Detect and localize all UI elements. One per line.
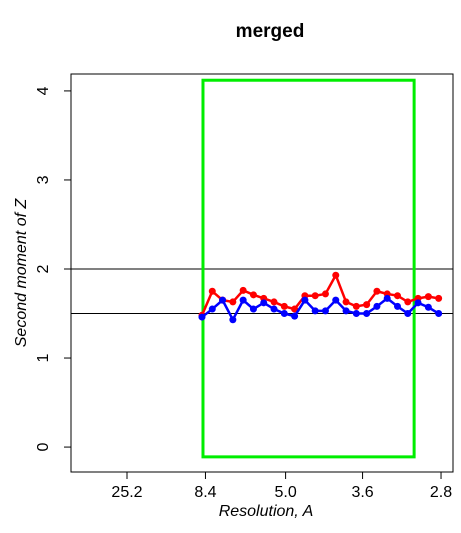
y-tick-label: 1 bbox=[35, 353, 52, 362]
point bbox=[393, 292, 401, 300]
point bbox=[280, 310, 288, 318]
point bbox=[332, 271, 340, 279]
point bbox=[239, 296, 247, 304]
y-tick-label: 4 bbox=[35, 86, 52, 95]
x-tick-label: 8.4 bbox=[194, 484, 216, 501]
point bbox=[342, 298, 350, 306]
point bbox=[373, 302, 381, 310]
point bbox=[249, 291, 257, 299]
chart-title: merged bbox=[236, 21, 305, 42]
series-line bbox=[201, 296, 440, 323]
point bbox=[311, 292, 319, 300]
point bbox=[424, 293, 432, 301]
y-tick-label: 0 bbox=[35, 443, 52, 452]
point bbox=[352, 310, 360, 318]
point bbox=[352, 302, 360, 310]
point bbox=[270, 298, 278, 306]
point bbox=[270, 305, 278, 313]
point bbox=[208, 305, 216, 313]
point bbox=[435, 294, 443, 302]
region-box bbox=[201, 78, 416, 459]
y-tick-label: 3 bbox=[35, 175, 52, 184]
point bbox=[260, 299, 268, 307]
point bbox=[424, 303, 432, 311]
point bbox=[239, 286, 247, 294]
point bbox=[404, 310, 412, 318]
x-tick-label: 25.2 bbox=[111, 484, 142, 501]
point bbox=[363, 301, 371, 309]
point bbox=[198, 313, 206, 321]
x-tick-label: 2.8 bbox=[430, 484, 452, 501]
point bbox=[301, 296, 309, 304]
point bbox=[280, 302, 288, 310]
point bbox=[342, 307, 350, 315]
x-axis-label: Resolution, A bbox=[219, 503, 314, 520]
y-tick-label: 2 bbox=[35, 264, 52, 273]
point bbox=[311, 307, 319, 315]
point bbox=[393, 302, 401, 310]
point bbox=[291, 312, 299, 320]
point bbox=[229, 316, 237, 324]
point bbox=[404, 298, 412, 306]
point bbox=[373, 287, 381, 295]
x-tick-label: 3.6 bbox=[351, 484, 373, 501]
point bbox=[321, 307, 329, 315]
point bbox=[219, 296, 227, 304]
point bbox=[249, 305, 257, 313]
point bbox=[414, 299, 422, 307]
point bbox=[208, 287, 216, 295]
plot-frame bbox=[70, 73, 454, 473]
point bbox=[383, 294, 391, 302]
point bbox=[435, 310, 443, 318]
point bbox=[321, 290, 329, 298]
point bbox=[332, 296, 340, 304]
point bbox=[229, 298, 237, 306]
point bbox=[363, 310, 371, 318]
point bbox=[291, 305, 299, 313]
x-tick-label: 5.0 bbox=[274, 484, 296, 501]
y-axis-label: Second moment of Z bbox=[13, 198, 30, 348]
